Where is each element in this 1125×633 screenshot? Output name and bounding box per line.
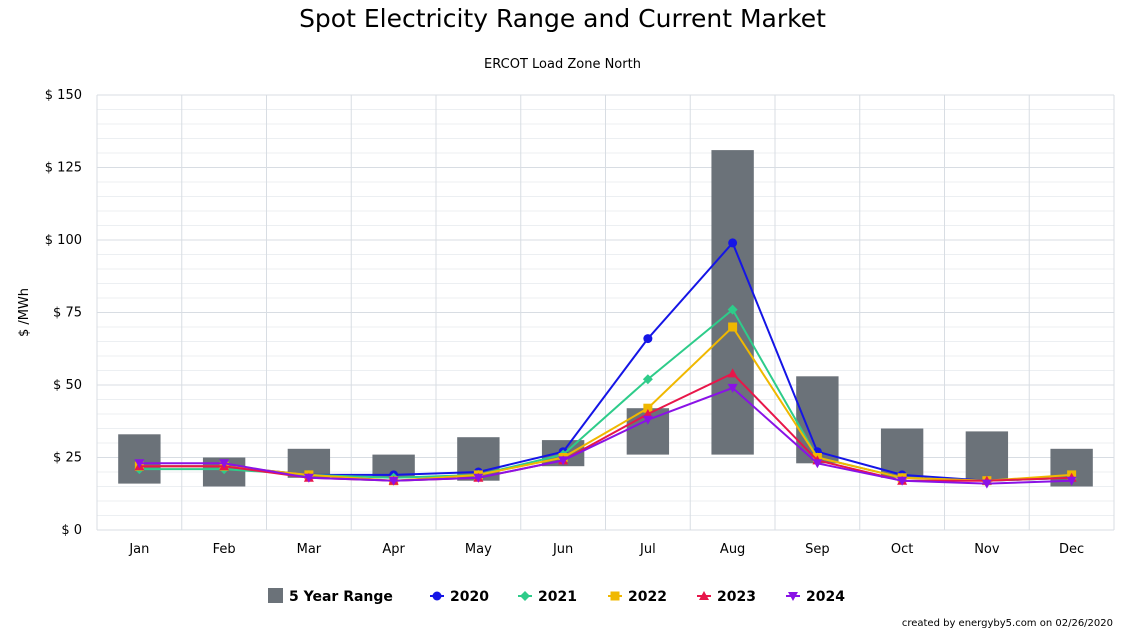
legend-marker-2021 (520, 591, 530, 601)
legend-marker-2024 (788, 592, 798, 601)
data-point-2024 (642, 415, 653, 425)
data-point-2024 (812, 459, 823, 469)
data-point-2024 (897, 476, 908, 486)
legend-label-2021: 2021 (538, 589, 577, 605)
y-tick-label: $ 50 (53, 378, 82, 393)
legend-marker-2020 (432, 591, 442, 601)
data-point-2024 (1066, 476, 1077, 486)
y-axis-label: $ /MWh (17, 288, 32, 337)
data-point-2024 (473, 473, 484, 483)
legend-marker-2023 (699, 591, 709, 600)
data-point-2024 (727, 383, 738, 393)
data-point-2024 (303, 473, 314, 483)
chart-subtitle: ERCOT Load Zone North (484, 57, 641, 72)
x-tick-label: Dec (1059, 542, 1084, 557)
x-tick-label: Jun (552, 542, 573, 557)
range-bar (965, 431, 1009, 481)
y-tick-label: $ 0 (61, 523, 82, 538)
y-tick-label: $ 150 (45, 88, 82, 103)
x-tick-label: Jul (639, 542, 656, 557)
data-point-2022 (728, 322, 738, 332)
range-bar (711, 150, 754, 455)
data-point-2022 (643, 403, 653, 413)
range-bar (372, 454, 415, 478)
y-tick-label: $ 75 (53, 306, 82, 321)
x-tick-label: Feb (213, 542, 236, 557)
x-tick-label: May (465, 542, 492, 557)
y-tick-label: $ 25 (53, 451, 82, 466)
data-point-2024 (219, 459, 230, 469)
legend-label-2022: 2022 (628, 589, 667, 605)
data-point-2024 (388, 476, 399, 486)
x-tick-label: Sep (805, 542, 830, 557)
y-tick-label: $ 125 (45, 161, 82, 176)
legend-range-swatch (268, 588, 283, 603)
data-point-2020 (643, 334, 653, 344)
range-bar (118, 434, 161, 484)
legend-label-2023: 2023 (717, 589, 756, 605)
data-point-2024 (134, 459, 145, 469)
legend-marker-2022 (610, 591, 620, 601)
data-point-2024 (558, 456, 569, 466)
chart-title: Spot Electricity Range and Current Marke… (299, 4, 826, 33)
range-bar (880, 428, 924, 478)
data-point-2021 (727, 304, 738, 315)
x-tick-label: Aug (720, 542, 745, 557)
data-point-2023 (642, 409, 653, 418)
series-line-2024 (139, 386, 1072, 485)
x-tick-label: Nov (974, 542, 1000, 557)
legend-range-label: 5 Year Range (289, 589, 393, 605)
x-tick-label: Oct (891, 542, 913, 557)
series-line-2022 (139, 325, 1072, 482)
legend-label-2024: 2024 (806, 589, 845, 605)
y-tick-label: $ 100 (45, 233, 82, 248)
x-tick-label: Apr (382, 542, 405, 557)
legend-label-2020: 2020 (450, 589, 489, 605)
x-tick-label: Mar (297, 542, 322, 557)
credit-text: created by energyby5.com on 02/26/2020 (901, 618, 1113, 629)
x-tick-label: Jan (128, 542, 149, 557)
data-point-2024 (981, 479, 992, 489)
data-point-2021 (642, 374, 653, 385)
data-point-2023 (727, 368, 738, 378)
data-point-2020 (728, 238, 738, 248)
